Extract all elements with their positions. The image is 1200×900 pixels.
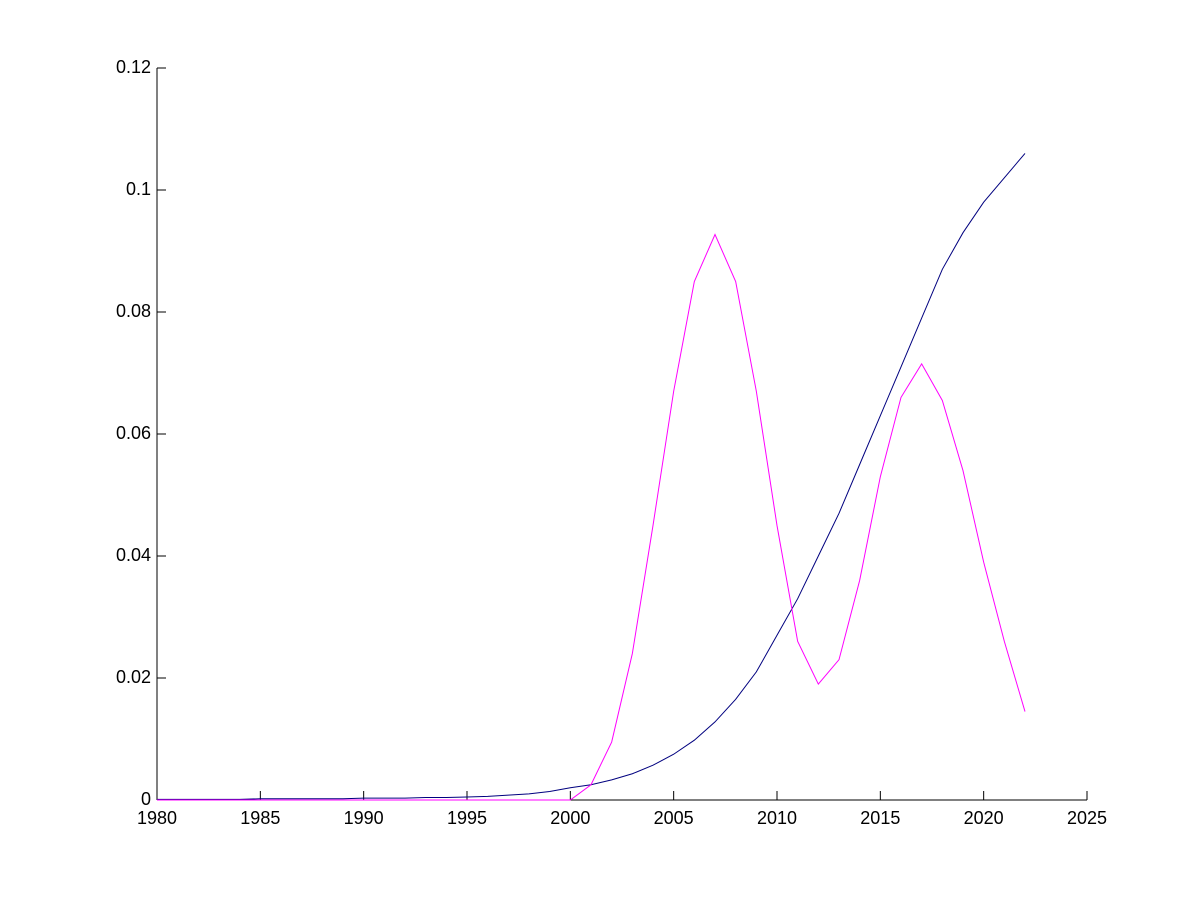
x-tick-label: 1990 <box>344 808 384 828</box>
x-tick-label: 2000 <box>550 808 590 828</box>
x-tick-label: 2020 <box>964 808 1004 828</box>
y-tick-label: 0.02 <box>116 667 151 687</box>
data-line <box>157 153 1026 800</box>
y-tick-label: 0.12 <box>116 57 151 77</box>
x-tick-label: 1995 <box>447 808 487 828</box>
x-tick-label: 2005 <box>654 808 694 828</box>
y-tick-label: 0.06 <box>116 423 151 443</box>
y-tick-label: 0.1 <box>126 179 151 199</box>
data-line <box>157 233 1026 801</box>
y-tick-label: 0.04 <box>116 545 151 565</box>
x-tick-label: 1980 <box>137 808 177 828</box>
x-tick-label: 2015 <box>860 808 900 828</box>
y-tick-label: 0 <box>141 789 151 809</box>
x-tick-label: 1985 <box>240 808 280 828</box>
y-tick-label: 0.08 <box>116 301 151 321</box>
x-tick-label: 2025 <box>1067 808 1107 828</box>
x-tick-label: 2010 <box>757 808 797 828</box>
